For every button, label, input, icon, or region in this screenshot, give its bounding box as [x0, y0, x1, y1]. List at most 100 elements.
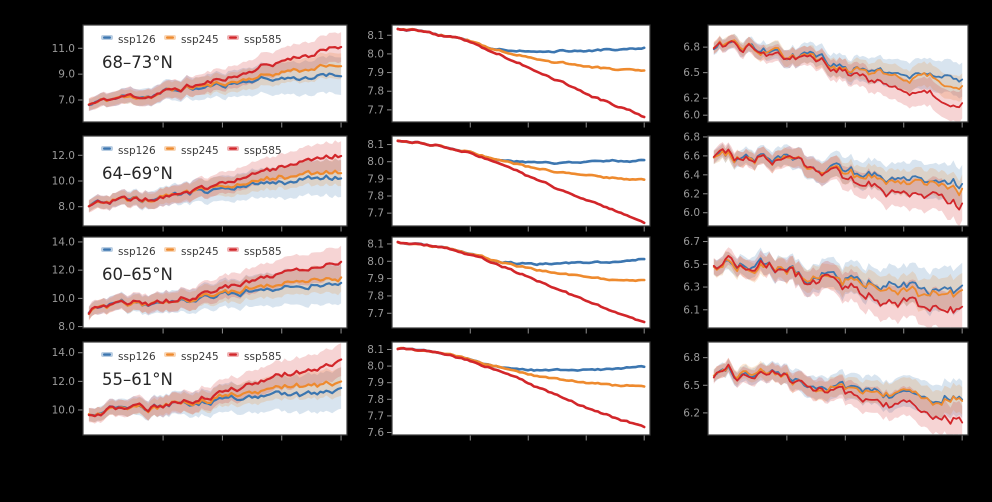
- ssp245-line-swatch: [166, 147, 174, 150]
- y-tick-label: 6.7: [683, 236, 700, 248]
- legend-item-ssp585: ssp585: [227, 246, 282, 258]
- legend-item-ssp245: ssp245: [164, 34, 219, 46]
- legend-item-ssp126: ssp126: [101, 351, 156, 363]
- ssp126-line-swatch: [103, 353, 111, 356]
- plot-area: [83, 342, 347, 435]
- legend-item-ssp126: ssp126: [101, 145, 156, 157]
- panel-r1c3: 6.0 6.2 6.5 6.8: [683, 24, 969, 128]
- panel-border: [707, 341, 969, 436]
- y-tick-label: 8.1: [367, 30, 384, 42]
- y-axis-r2c2: 7.7 7.8 7.9 8.0 8.1: [367, 139, 392, 220]
- y-tick-label: 10.0: [52, 404, 75, 416]
- y-tick-label: 8.1: [367, 344, 384, 356]
- panel-r2c1: 8.0 10.0 12.0 ssp126 ssp245 ssp585 64–69°N: [52, 135, 348, 232]
- y-tick-label: 10.0: [52, 176, 75, 188]
- ssp126-line-swatch: [103, 248, 111, 251]
- legend-label: ssp585: [244, 351, 282, 363]
- y-tick-label: 6.0: [683, 110, 700, 122]
- y-axis-r1c3: 6.0 6.2 6.5 6.8: [683, 42, 708, 122]
- y-tick-label: 8.0: [367, 156, 384, 168]
- r3c3-ssp585-line: [712, 255, 964, 314]
- x-axis-r3c2: [469, 328, 645, 334]
- plot-area: [392, 342, 650, 435]
- plot-area: [392, 25, 650, 122]
- r4c3-ssp585-band: [713, 357, 963, 435]
- ssp126-line-swatch: [103, 147, 111, 150]
- r3c2-ssp585-line: [396, 240, 646, 324]
- legend-label: ssp245: [181, 246, 219, 258]
- y-tick-label: 7.7: [367, 410, 384, 422]
- ssp245-line-swatch: [166, 36, 174, 39]
- region-label: 60–65°N: [102, 265, 173, 284]
- r1c1-ssp585-band: [88, 32, 342, 112]
- panel-r4c3: 6.2 6.5 6.8: [683, 341, 969, 441]
- panel-border: [82, 236, 348, 329]
- plot-area: [392, 237, 650, 328]
- y-tick-label: 7.8: [367, 290, 384, 302]
- r3c1-ssp245-line: [87, 276, 343, 316]
- y-tick-label: 6.4: [683, 169, 700, 181]
- y-axis-r3c3: 6.1 6.3 6.5 6.7: [683, 236, 708, 316]
- r2c2-ssp585-line: [396, 139, 646, 225]
- legend-label: ssp245: [181, 145, 219, 157]
- y-tick-label: 7.8: [367, 86, 384, 98]
- r4c3-ssp585-line: [712, 363, 964, 425]
- r2c1-ssp585-line: [87, 153, 343, 208]
- panel-border: [82, 135, 348, 227]
- y-tick-label: 7.9: [367, 377, 384, 389]
- y-tick-label: 6.1: [683, 304, 700, 316]
- y-axis-r3c1: 8.0 10.0 12.0 14.0: [52, 236, 83, 333]
- y-tick-label: 8.0: [58, 321, 75, 333]
- region-label: 68–73°N: [102, 53, 173, 72]
- y-tick-label: 7.8: [367, 191, 384, 203]
- panel-r1c2: 7.7 7.8 7.9 8.0 8.1: [367, 24, 651, 128]
- r1c1-ssp245-line: [87, 63, 343, 106]
- panel-r3c1: 8.0 10.0 12.0 14.0 ssp126 ssp245 ssp585 60–65°N: [52, 236, 348, 334]
- r4c1-ssp585-band: [88, 343, 342, 424]
- legend-r1c1: ssp126 ssp245 ssp585: [101, 34, 282, 46]
- y-axis-r4c3: 6.2 6.5 6.8: [683, 352, 708, 419]
- r1c2-ssp585-line: [396, 27, 646, 119]
- r2c1-ssp585-band: [88, 140, 342, 213]
- y-tick-label: 6.0: [683, 207, 700, 219]
- x-axis-r4c3: [786, 435, 963, 441]
- x-axis-r1c2: [469, 122, 645, 128]
- plot-layers: [87, 245, 343, 321]
- legend-label: ssp126: [118, 246, 156, 258]
- y-tick-label: 8.0: [367, 361, 384, 373]
- ssp585-line-swatch: [229, 353, 237, 356]
- region-label: 64–69°N: [102, 164, 173, 183]
- y-axis-r2c3: 6.0 6.2 6.4 6.6 6.8: [683, 131, 708, 219]
- y-axis-r3c2: 7.7 7.8 7.9 8.0 8.1: [367, 238, 392, 320]
- x-axis-r1c3: [786, 122, 963, 128]
- region-label: 55–61°N: [102, 370, 173, 389]
- y-tick-label: 11.0: [52, 43, 75, 55]
- legend-r3c1: ssp126 ssp245 ssp585: [101, 246, 282, 258]
- x-axis-r1c1: [162, 122, 342, 128]
- legend-label: ssp245: [181, 351, 219, 363]
- legend-item-ssp245: ssp245: [164, 145, 219, 157]
- legend-label: ssp585: [244, 246, 282, 258]
- plot-layers: [396, 139, 646, 225]
- y-tick-label: 8.1: [367, 238, 384, 250]
- y-tick-label: 6.2: [683, 93, 700, 105]
- panel-border: [707, 135, 969, 227]
- y-tick-label: 7.9: [367, 273, 384, 285]
- y-tick-label: 14.0: [52, 347, 75, 359]
- y-tick-label: 7.8: [367, 394, 384, 406]
- legend-r2c1: ssp126 ssp245 ssp585: [101, 145, 282, 157]
- plot-layers: [712, 357, 964, 435]
- plot-layers: [396, 240, 646, 324]
- ssp585-line-swatch: [229, 36, 237, 39]
- y-tick-label: 9.0: [58, 69, 75, 81]
- y-tick-label: 8.0: [58, 201, 75, 213]
- r3c3-ssp585-band: [713, 247, 963, 328]
- legend-label: ssp126: [118, 351, 156, 363]
- y-axis-r4c2: 7.6 7.7 7.8 7.9 8.0 8.1: [367, 344, 392, 439]
- r4c1-ssp585-line: [87, 358, 343, 418]
- legend-item-ssp585: ssp585: [227, 34, 282, 46]
- legend-item-ssp585: ssp585: [227, 351, 282, 363]
- y-tick-label: 8.0: [367, 48, 384, 60]
- y-tick-label: 6.5: [683, 380, 700, 392]
- panel-r1c1: 7.0 9.0 11.0 ssp126 ssp245 ssp585 68–73°N: [52, 24, 348, 128]
